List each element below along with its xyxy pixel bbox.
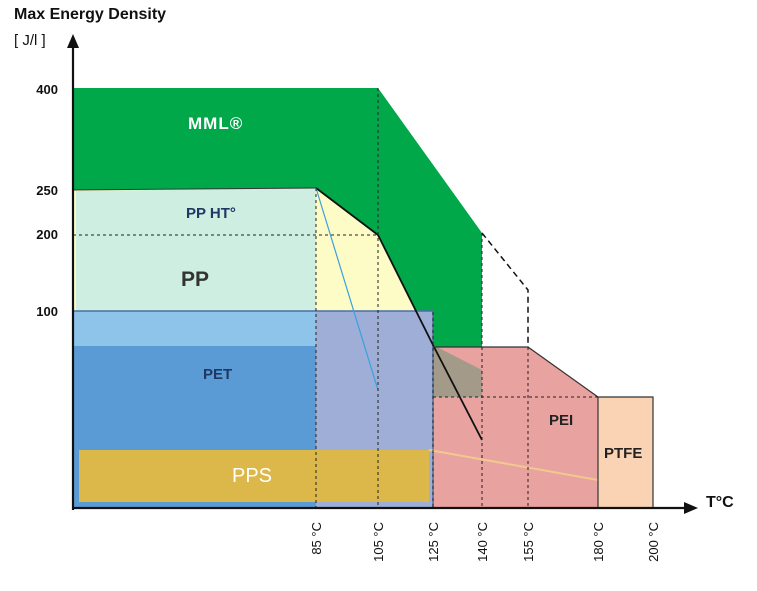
label-pp: PP — [181, 268, 210, 291]
dashed-guides — [73, 88, 598, 508]
region-mml-pei-overlap — [433, 345, 482, 397]
y-tick-400: 400 — [36, 82, 58, 97]
x-axis-label: T°C — [706, 494, 734, 511]
y-tick-200: 200 — [36, 227, 58, 242]
label-mml: MML® — [188, 114, 244, 133]
y-axis-arrow — [67, 34, 79, 48]
region-ptfe — [598, 397, 653, 508]
y-tick-100: 100 — [36, 304, 58, 319]
pp-ht-trend-line — [315, 187, 379, 391]
chart-title: Max Energy Density — [14, 6, 167, 23]
x-tick-200: 200 °C — [646, 522, 661, 562]
x-tick-125: 125 °C — [426, 522, 441, 562]
label-pps: PPS — [232, 465, 273, 487]
region-mml — [73, 88, 482, 370]
region-pps — [79, 450, 429, 502]
x-tick-180: 180 °C — [591, 522, 606, 562]
label-ptfe: PTFE — [604, 445, 643, 462]
x-tick-140: 140 °C — [475, 522, 490, 562]
pp-boundary — [315, 187, 483, 441]
label-pp-ht: PP HT° — [186, 205, 236, 222]
y-axis-unit: [ J/l ] — [14, 32, 46, 49]
x-tick-105: 105 °C — [371, 522, 386, 562]
region-pp-ht — [76, 188, 316, 312]
mml-dashed-extension — [481, 232, 529, 347]
label-pet: PET — [203, 366, 233, 383]
y-tick-250: 250 — [36, 183, 58, 198]
x-axis-arrow — [684, 502, 698, 514]
label-pei: PEI — [549, 412, 574, 429]
x-tick-85: 85 °C — [309, 522, 324, 555]
x-tick-155: 155 °C — [521, 522, 536, 562]
